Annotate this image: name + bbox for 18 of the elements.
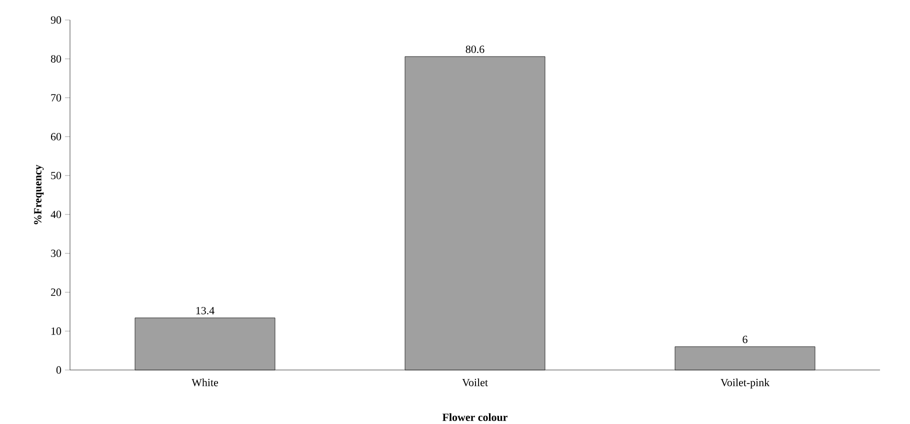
y-tick-label: 50 [51, 172, 62, 180]
x-tick-label: Voilet [462, 378, 488, 386]
y-tick-label: 10 [51, 327, 62, 335]
x-tick-label: Voilet-pink [720, 378, 770, 388]
x-axis-title: Flower colour [442, 413, 508, 421]
y-tick-label: 30 [51, 249, 62, 257]
x-tick-label: White [192, 378, 218, 386]
y-tick-label: 0 [56, 366, 62, 374]
y-axis-title: %Frequency [34, 164, 44, 224]
y-tick-label: 90 [50, 16, 62, 24]
y-tick-label: 40 [50, 210, 62, 218]
y-tick-label: 20 [51, 288, 62, 296]
y-tick-label: 80 [50, 55, 62, 62]
y-tick-label: 70 [51, 94, 62, 102]
y-tick-label: 60 [50, 132, 62, 140]
data-label: 80.6 [466, 45, 484, 53]
data-label: 13.4 [196, 306, 214, 314]
data-label: 6 [742, 336, 748, 343]
